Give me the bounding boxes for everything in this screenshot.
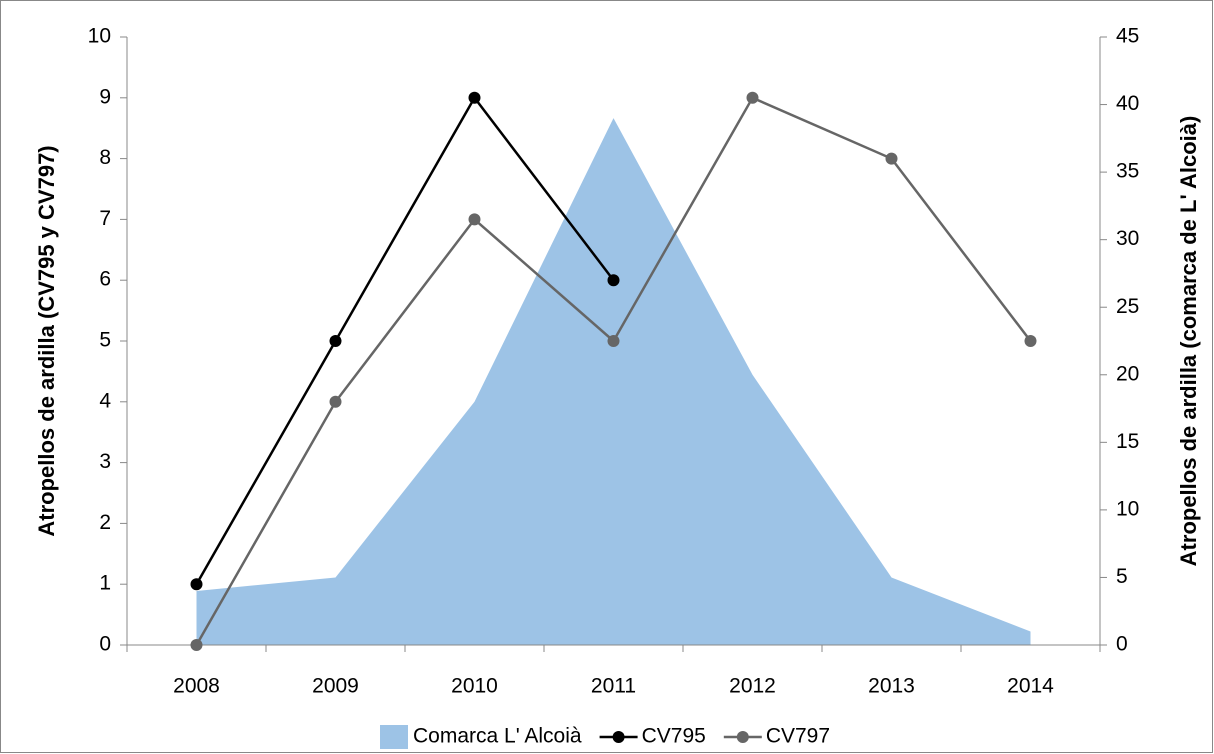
y2-tick-label: 0 (1116, 633, 1128, 656)
y2-tick-label: 5 (1116, 565, 1128, 588)
legend-label: CV797 (766, 725, 830, 748)
marker (190, 578, 203, 591)
y2-tick-label: 45 (1116, 25, 1139, 48)
y-tick-label: 4 (99, 389, 111, 412)
x-tick-label: 2008 (173, 675, 220, 698)
x-tick-label: 2009 (312, 675, 359, 698)
marker (607, 335, 620, 347)
y-tick-label: 8 (99, 146, 111, 169)
y-tick-label: 5 (99, 329, 111, 352)
y2-tick-label: 30 (1116, 227, 1139, 250)
marker (190, 639, 203, 651)
y2-tick-label: 15 (1116, 430, 1139, 453)
marker (329, 335, 342, 347)
legend-label: Comarca L' Alcoià (413, 725, 582, 748)
legend-marker (612, 731, 625, 743)
y2-tick-label: 35 (1116, 160, 1139, 183)
legend-label: CV795 (642, 725, 706, 748)
marker (468, 213, 481, 226)
y-tick-label: 3 (99, 450, 111, 473)
marker (885, 152, 898, 165)
y-tick-label: 10 (88, 25, 111, 48)
y-tick-label: 7 (99, 207, 111, 230)
y2-tick-label: 20 (1116, 362, 1139, 385)
x-tick-label: 2014 (1007, 675, 1054, 698)
y2-tick-label: 10 (1116, 497, 1139, 520)
y2-tick-label: 40 (1116, 92, 1139, 115)
y2-tick-label: 25 (1116, 295, 1139, 318)
x-tick-label: 2011 (591, 675, 636, 698)
y-axis-label: Atropellos de ardilla (CV795 y CV797) (34, 145, 59, 536)
y-tick-label: 1 (99, 572, 111, 595)
x-tick-label: 2013 (868, 675, 915, 698)
y-tick-label: 9 (99, 85, 111, 108)
marker (468, 91, 481, 104)
x-tick-label: 2010 (451, 675, 498, 698)
legend-marker (736, 731, 749, 743)
marker (607, 274, 620, 287)
y-tick-label: 2 (99, 511, 111, 534)
marker (746, 91, 759, 104)
y-tick-label: 6 (99, 268, 111, 291)
x-tick-label: 2012 (729, 675, 776, 698)
area (196, 118, 1031, 646)
line (195, 95, 615, 585)
legend-swatch (380, 725, 408, 749)
marker (329, 395, 342, 408)
y2-axis-label: Atropellos de ardilla (comarca de L' Alc… (1176, 116, 1201, 567)
y-tick-label: 0 (99, 633, 111, 656)
marker (1024, 335, 1037, 347)
